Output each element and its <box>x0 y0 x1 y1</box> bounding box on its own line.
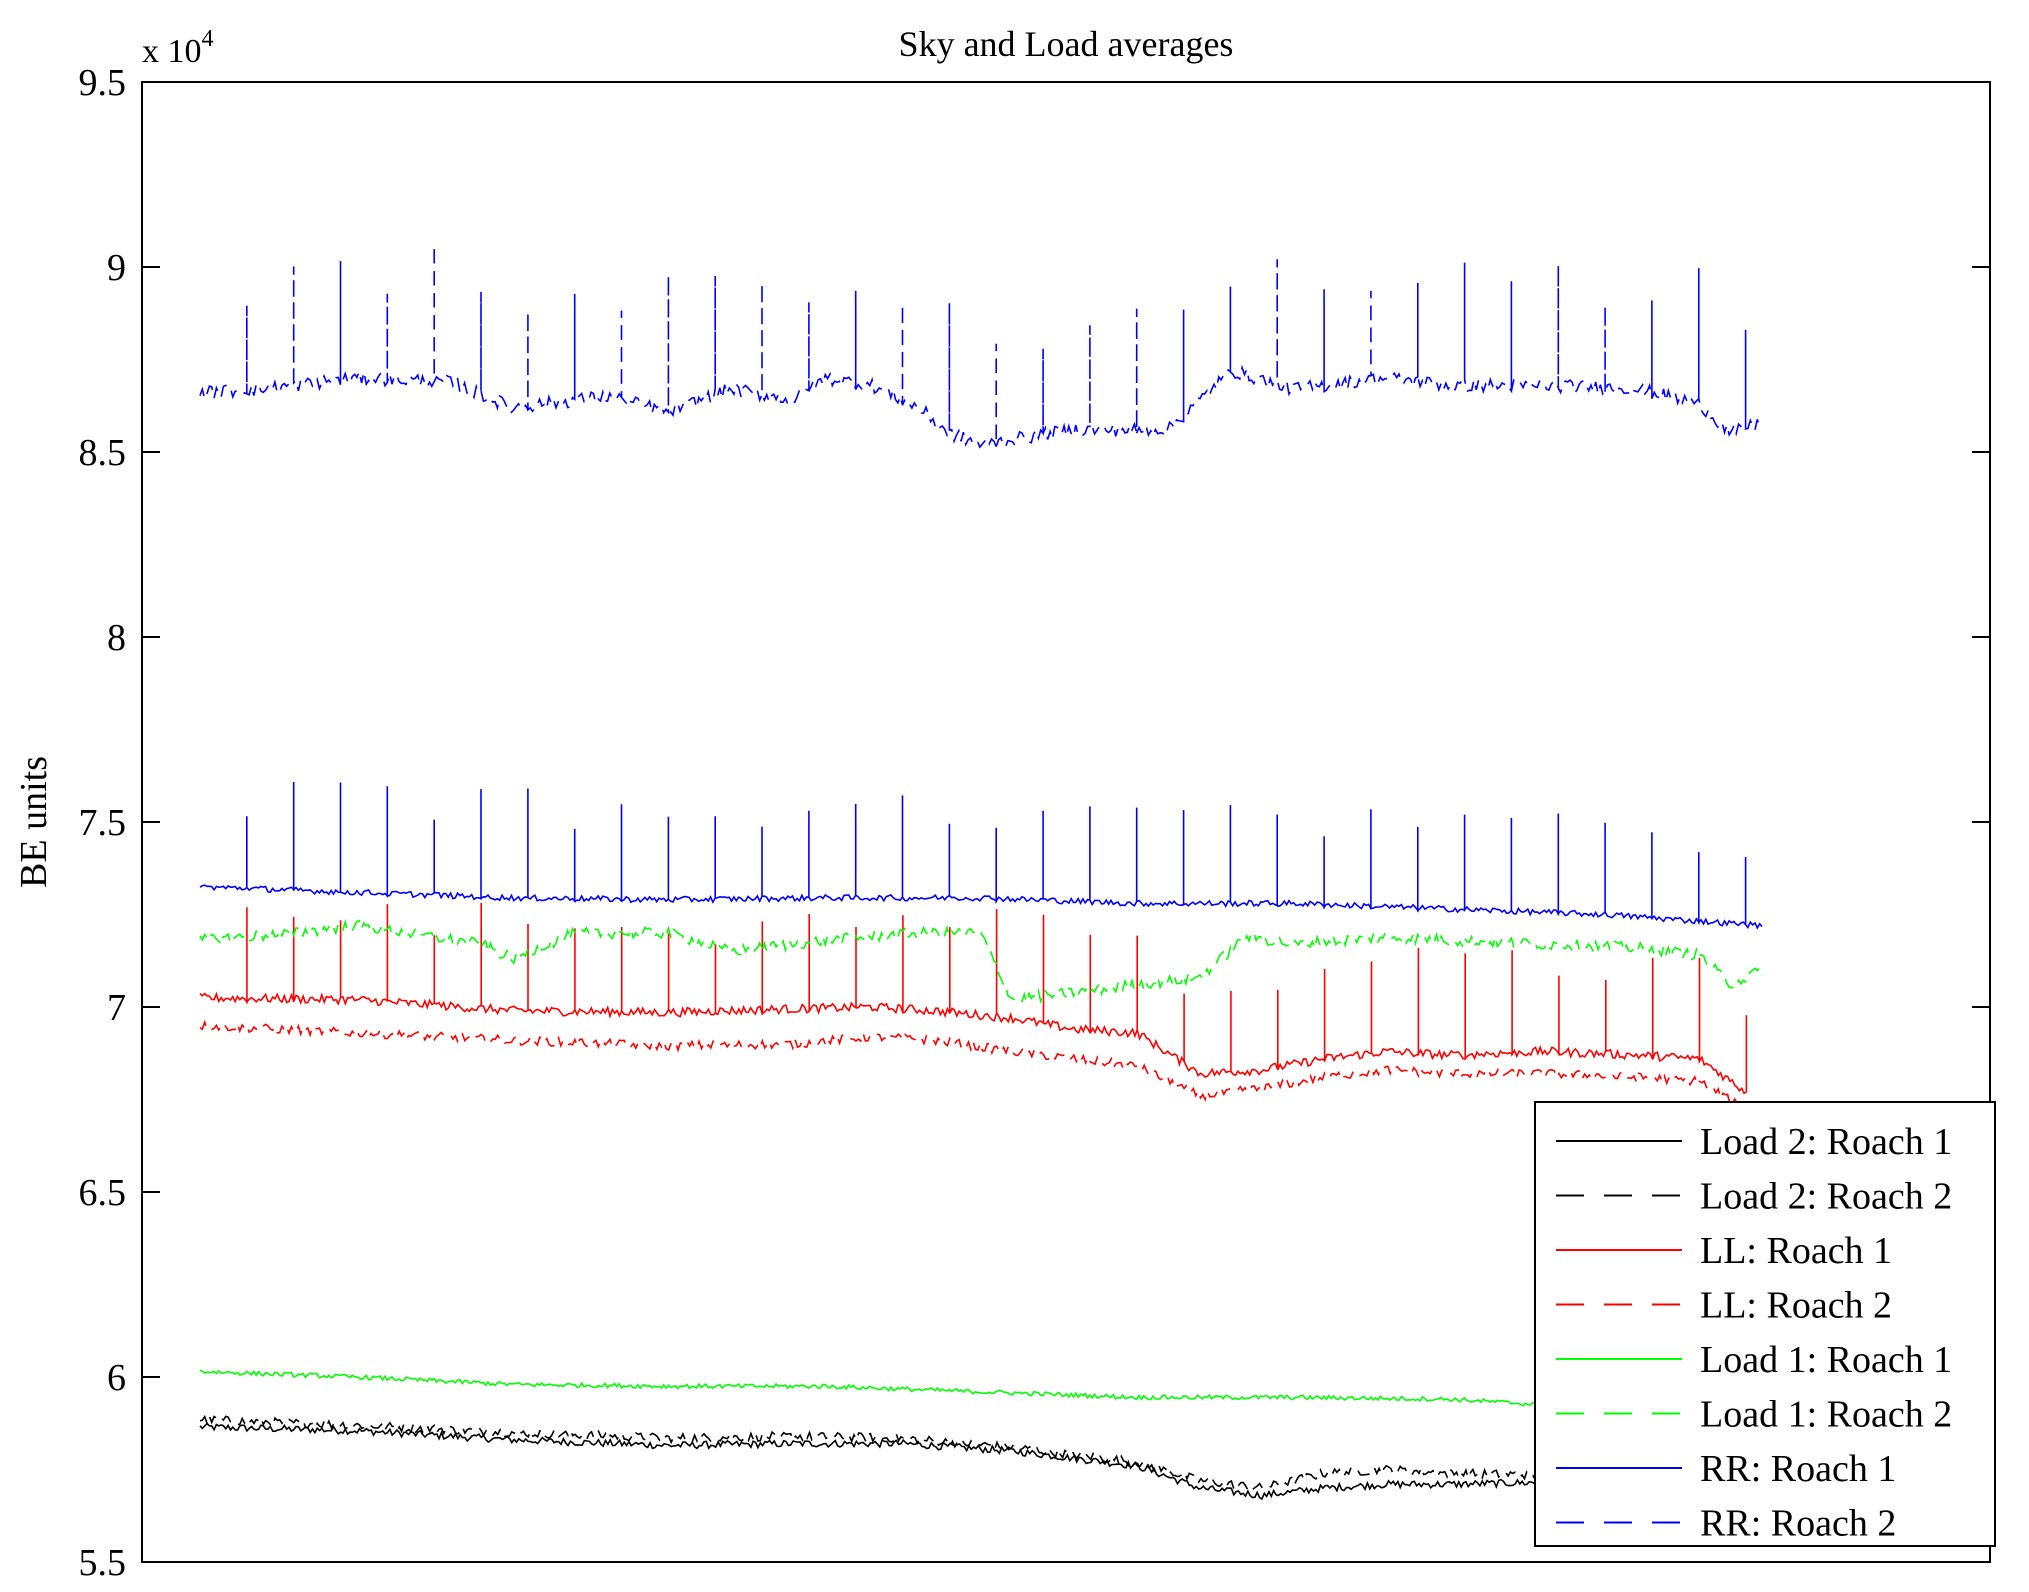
legend-label: Load 2: Roach 1 <box>1700 1121 1952 1163</box>
series-line-4 <box>199 1019 1747 1114</box>
y-axis-multiplier-exponent: 4 <box>202 26 214 52</box>
series-line-5 <box>199 1369 1669 1410</box>
series-line-8 <box>199 245 1763 449</box>
y-tick-label: 6 <box>107 1357 126 1399</box>
series-line-6 <box>199 919 1763 1005</box>
y-axis-multiplier: x 104 <box>142 26 214 70</box>
y-axis-label: BE units <box>13 756 55 888</box>
y-axis-ticks: 5.5 6 6.5 7 7.5 8 8.5 9 9.5 <box>79 62 1990 1584</box>
plot-series-layer <box>199 245 1763 1501</box>
y-axis-multiplier-base: x 10 <box>142 33 202 70</box>
y-tick-label: 6.5 <box>79 1172 127 1214</box>
y-tick-label: 8.5 <box>79 432 127 474</box>
legend-box <box>1534 1101 1996 1547</box>
series-line-2 <box>199 1413 1732 1492</box>
legend-label: RR: Roach 2 <box>1700 1503 1896 1545</box>
y-tick-label: 5.5 <box>79 1542 127 1584</box>
legend-label: Load 2: Roach 2 <box>1700 1176 1952 1218</box>
legend-label: Load 1: Roach 2 <box>1700 1394 1952 1436</box>
legend: Load 2: Roach 1 Load 2: Roach 2 LL: Roach … <box>1534 1101 1996 1547</box>
y-tick-label: 9 <box>107 247 126 289</box>
legend-label: RR: Roach 1 <box>1700 1448 1896 1490</box>
series-line-3 <box>199 903 1748 1095</box>
legend-label: Load 1: Roach 1 <box>1700 1339 1952 1381</box>
legend-label: LL: Roach 1 <box>1700 1230 1892 1272</box>
y-tick-label: 9.5 <box>79 62 127 104</box>
series-line-1 <box>199 1422 1731 1501</box>
legend-label: LL: Roach 2 <box>1700 1285 1892 1327</box>
y-tick-label: 8 <box>107 617 126 659</box>
y-tick-label: 7 <box>107 987 126 1029</box>
chart-title: Sky and Load averages <box>899 24 1234 64</box>
series-line-7 <box>199 781 1763 930</box>
y-tick-label: 7.5 <box>79 802 127 844</box>
